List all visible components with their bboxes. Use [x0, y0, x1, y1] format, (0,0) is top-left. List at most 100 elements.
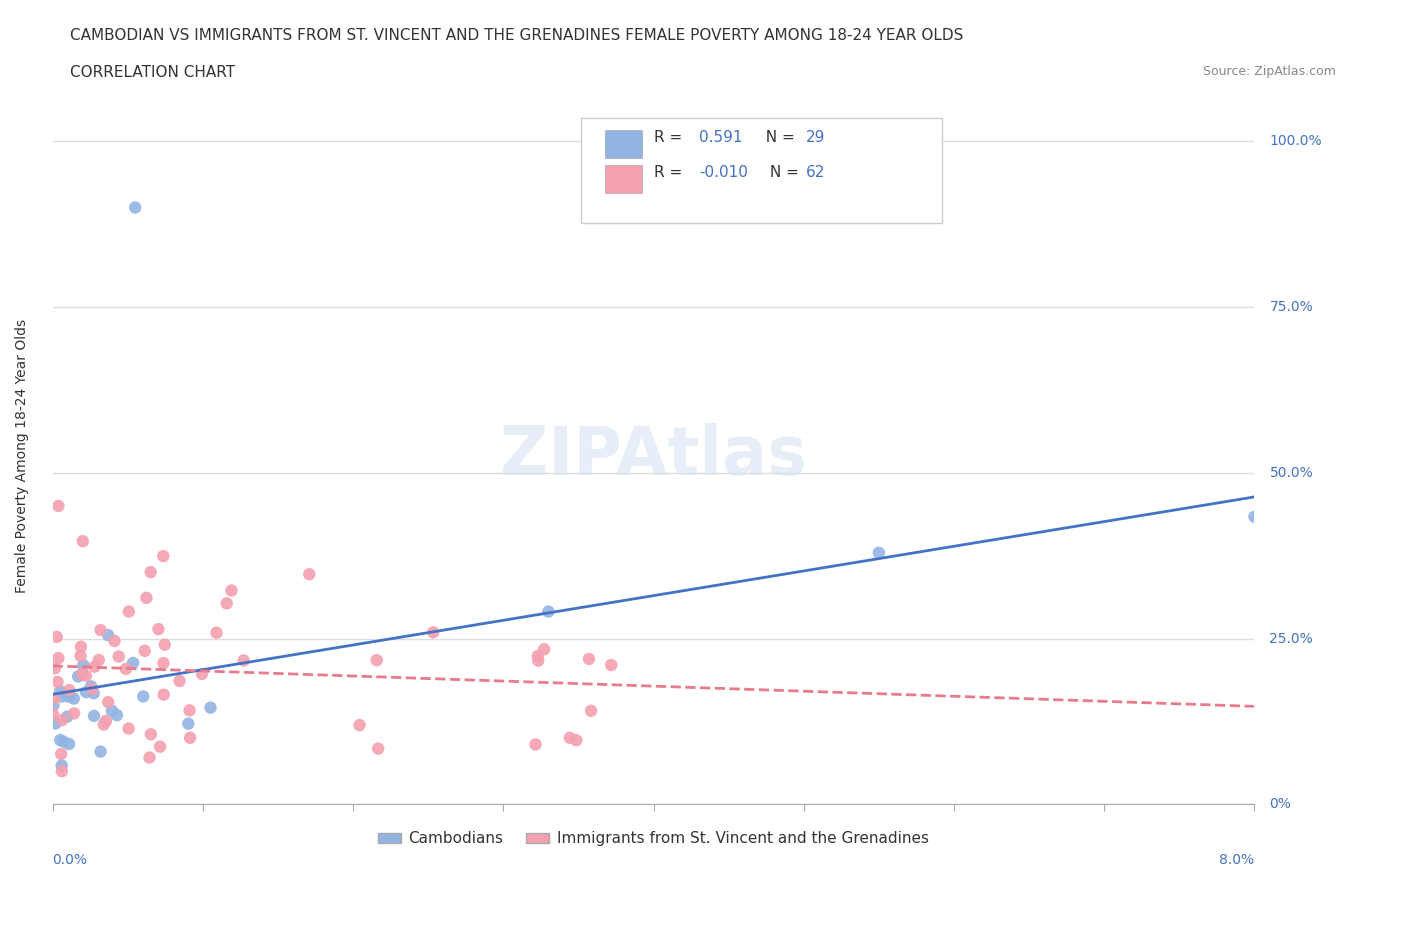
- Point: [124, 200, 146, 215]
- Point: [527, 648, 550, 663]
- Point: [58, 737, 80, 751]
- Point: [148, 622, 170, 637]
- Text: -0.010: -0.010: [699, 166, 748, 180]
- Point: [138, 751, 160, 765]
- Point: [46, 674, 69, 689]
- Text: R =: R =: [654, 166, 686, 180]
- Text: 8.0%: 8.0%: [1219, 853, 1254, 867]
- Point: [69, 648, 91, 663]
- Point: [524, 737, 547, 751]
- Point: [82, 682, 104, 697]
- Text: Source: ZipAtlas.com: Source: ZipAtlas.com: [1202, 65, 1336, 78]
- Point: [44, 660, 66, 675]
- Point: [132, 689, 155, 704]
- Point: [90, 622, 112, 637]
- Point: [215, 596, 238, 611]
- Point: [83, 659, 105, 674]
- Point: [97, 628, 120, 643]
- Point: [191, 667, 214, 682]
- Point: [135, 591, 157, 605]
- Point: [105, 708, 128, 723]
- Point: [179, 703, 201, 718]
- Point: [51, 747, 73, 762]
- Point: [90, 744, 112, 759]
- Point: [153, 637, 176, 652]
- Point: [75, 684, 97, 699]
- Point: [45, 630, 67, 644]
- Point: [51, 764, 73, 778]
- Point: [70, 666, 93, 681]
- Text: 62: 62: [806, 166, 825, 180]
- Text: 0.591: 0.591: [699, 130, 742, 145]
- Point: [80, 679, 103, 694]
- Point: [87, 653, 110, 668]
- Point: [70, 639, 93, 654]
- Point: [51, 689, 73, 704]
- Point: [537, 604, 560, 619]
- Text: 25.0%: 25.0%: [1270, 631, 1313, 645]
- Point: [118, 604, 141, 619]
- Point: [169, 673, 191, 688]
- Point: [97, 695, 120, 710]
- Point: [103, 633, 125, 648]
- Point: [152, 549, 174, 564]
- Point: [533, 642, 555, 657]
- Point: [62, 691, 84, 706]
- Point: [42, 698, 65, 712]
- Point: [75, 669, 97, 684]
- Point: [58, 683, 80, 698]
- Text: CORRELATION CHART: CORRELATION CHART: [70, 65, 235, 80]
- Point: [48, 651, 70, 666]
- FancyBboxPatch shape: [606, 130, 641, 158]
- Point: [72, 534, 94, 549]
- Point: [422, 625, 444, 640]
- Text: ZIPAtlas: ZIPAtlas: [501, 423, 807, 489]
- Point: [367, 741, 389, 756]
- Text: 29: 29: [806, 130, 825, 145]
- Point: [578, 652, 600, 667]
- Point: [56, 689, 79, 704]
- Point: [298, 566, 321, 581]
- Point: [527, 653, 550, 668]
- Point: [1243, 510, 1265, 525]
- Point: [149, 739, 172, 754]
- Point: [600, 658, 623, 672]
- Point: [134, 644, 156, 658]
- Point: [67, 669, 90, 684]
- Point: [200, 700, 222, 715]
- Point: [152, 656, 174, 671]
- Point: [868, 545, 890, 560]
- Text: 100.0%: 100.0%: [1270, 134, 1322, 148]
- Point: [51, 758, 73, 773]
- Text: 75.0%: 75.0%: [1270, 300, 1313, 314]
- Text: N =: N =: [755, 130, 800, 145]
- Point: [72, 658, 94, 672]
- Point: [558, 730, 581, 745]
- Point: [117, 721, 139, 736]
- Y-axis label: Female Poverty Among 18-24 Year Olds: Female Poverty Among 18-24 Year Olds: [15, 319, 30, 593]
- Point: [366, 653, 388, 668]
- Point: [152, 687, 174, 702]
- Point: [94, 713, 117, 728]
- Point: [51, 712, 73, 727]
- Point: [107, 649, 129, 664]
- Point: [83, 709, 105, 724]
- Point: [179, 730, 201, 745]
- Point: [44, 716, 66, 731]
- Point: [56, 710, 79, 724]
- Point: [565, 733, 588, 748]
- Text: 0.0%: 0.0%: [52, 853, 87, 867]
- Point: [205, 625, 228, 640]
- Point: [49, 733, 72, 748]
- Point: [83, 685, 105, 700]
- Point: [177, 716, 200, 731]
- Point: [48, 498, 70, 513]
- Text: CAMBODIAN VS IMMIGRANTS FROM ST. VINCENT AND THE GRENADINES FEMALE POVERTY AMONG: CAMBODIAN VS IMMIGRANTS FROM ST. VINCENT…: [70, 28, 963, 43]
- Point: [42, 707, 65, 722]
- Point: [115, 661, 138, 676]
- Text: 0%: 0%: [1270, 797, 1291, 811]
- FancyBboxPatch shape: [606, 166, 641, 193]
- Point: [63, 706, 86, 721]
- Legend: Cambodians, Immigrants from St. Vincent and the Grenadines: Cambodians, Immigrants from St. Vincent …: [373, 825, 935, 853]
- Point: [44, 691, 66, 706]
